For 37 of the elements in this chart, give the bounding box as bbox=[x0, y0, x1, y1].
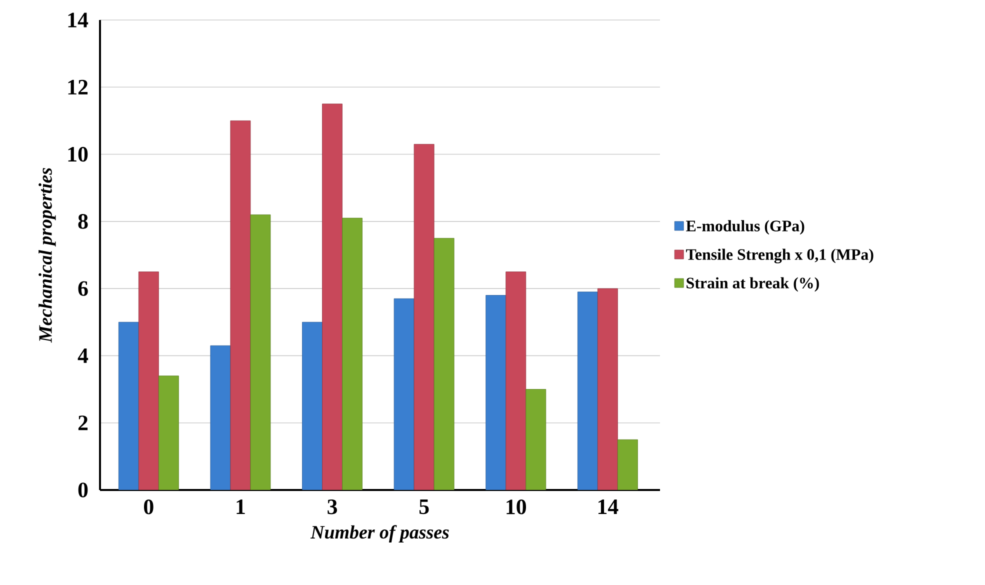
x-axis-title: Number of passes bbox=[310, 525, 449, 542]
bar bbox=[526, 389, 546, 490]
bar bbox=[577, 292, 598, 490]
x-tick-label: 1 bbox=[236, 500, 245, 514]
x-tick-label: 14 bbox=[598, 500, 618, 514]
x-tick-label: 5 bbox=[419, 500, 429, 514]
bar bbox=[230, 120, 251, 490]
bar bbox=[506, 272, 526, 490]
bar bbox=[486, 295, 506, 490]
legend-label: E-modulus (GPa) bbox=[686, 220, 804, 235]
x-tick-label: 3 bbox=[328, 500, 338, 514]
y-tick-label: 10 bbox=[68, 146, 88, 162]
x-tick-label: 0 bbox=[144, 500, 154, 514]
y-tick-label: 4 bbox=[78, 348, 88, 363]
legend-label: Strain at break (%) bbox=[686, 277, 819, 292]
bar bbox=[302, 322, 322, 490]
bar bbox=[342, 218, 362, 490]
y-tick-label: 2 bbox=[78, 416, 88, 430]
bar bbox=[138, 272, 159, 490]
bar bbox=[210, 345, 231, 490]
y-tick-label: 8 bbox=[78, 214, 88, 229]
bar bbox=[597, 288, 618, 490]
bar bbox=[322, 104, 342, 490]
y-axis-title: Mechanical properties bbox=[38, 168, 56, 343]
bar bbox=[617, 439, 638, 490]
y-tick-label: 0 bbox=[78, 482, 88, 498]
bar bbox=[394, 298, 414, 490]
y-tick-label: 6 bbox=[78, 281, 88, 296]
bar bbox=[250, 214, 271, 490]
legend-label: Tensile Strengh x 0,1 (MPa) bbox=[686, 248, 874, 264]
y-tick-label: 12 bbox=[68, 80, 88, 94]
bar bbox=[158, 376, 179, 490]
bar bbox=[434, 238, 454, 490]
x-tick-label: 10 bbox=[506, 500, 526, 514]
y-tick-label: 14 bbox=[68, 12, 88, 28]
bar bbox=[118, 322, 139, 490]
bar bbox=[414, 144, 434, 490]
